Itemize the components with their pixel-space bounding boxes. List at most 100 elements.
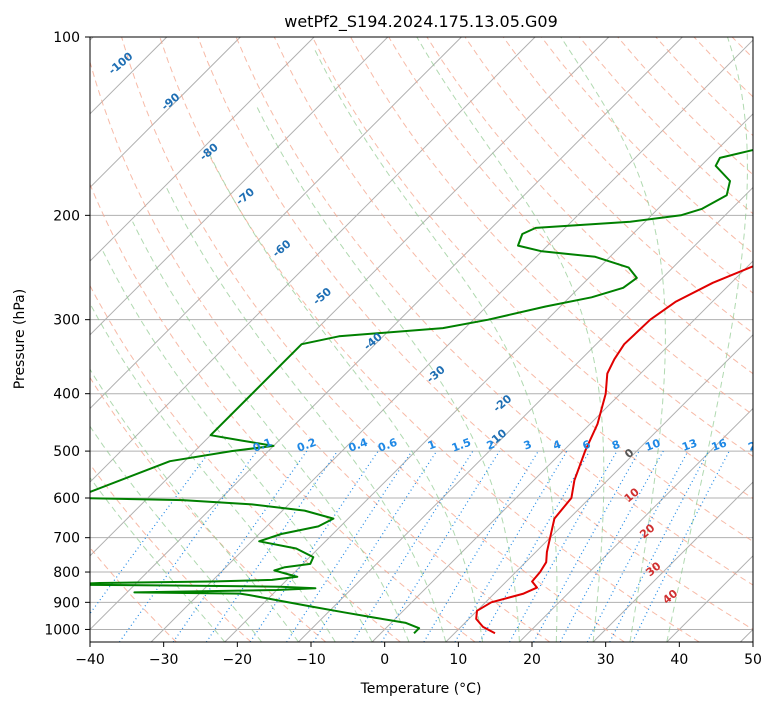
- dry-adiabat: [90, 376, 327, 642]
- mixing-ratio-label: 13: [680, 436, 699, 453]
- mixing-ratio-label: 0.2: [295, 436, 318, 455]
- y-tick-label: 1000: [44, 622, 80, 638]
- x-tick-label: −10: [296, 652, 326, 668]
- dry-adiabat: [273, 37, 753, 543]
- isotherm-label: 10: [622, 485, 642, 505]
- moist-adiabat: [132, 221, 410, 642]
- mixing-ratio-label: 8: [610, 438, 622, 453]
- isotherm-label: 30: [643, 559, 663, 579]
- x-tick-label: 0: [380, 652, 389, 668]
- moist-adiabat: [416, 37, 605, 642]
- isotherm-line: [666, 555, 753, 642]
- y-tick-label: 600: [53, 491, 80, 507]
- isotherm-line: [371, 260, 753, 642]
- moist-adiabat: [90, 476, 226, 642]
- dry-adiabat: [655, 37, 753, 137]
- mixing-ratio-line: [286, 450, 413, 642]
- moist-adiabat: [314, 49, 558, 642]
- moist-adiabat: [560, 37, 666, 642]
- mixing-ratio-line: [172, 450, 308, 642]
- isotherm-line: [90, 37, 462, 410]
- dry-adiabat-label: -60: [270, 237, 294, 260]
- dry-adiabat: [121, 37, 625, 642]
- dewpoint-profile: [90, 148, 753, 635]
- mixing-ratio-line: [509, 450, 618, 642]
- dry-adiabat: [90, 463, 252, 642]
- x-axis: −40 −30 −20 −10 0 10 20 30 40 50: [75, 642, 762, 668]
- x-tick-label: 40: [670, 652, 688, 668]
- dry-adiabat: [770, 37, 775, 642]
- isotherm-line: [90, 37, 389, 336]
- dry-adiabat: [617, 37, 753, 176]
- x-tick-label: 20: [523, 652, 541, 668]
- x-tick-label: −20: [223, 652, 253, 668]
- moist-adiabat: [206, 149, 484, 642]
- dry-adiabat: [693, 37, 753, 98]
- isotherm-line: [519, 407, 753, 642]
- x-tick-label: 30: [597, 652, 615, 668]
- mixing-ratio-label: 1: [426, 438, 438, 453]
- plot-frame: [89, 36, 754, 643]
- moist-adiabat: [166, 187, 447, 642]
- mixing-ratio-line: [205, 450, 338, 642]
- temperature-profile: [475, 265, 753, 635]
- mixing-ratio-line: [423, 450, 539, 642]
- mixing-ratio-label: 4: [551, 438, 563, 453]
- x-tick-label: 10: [449, 652, 467, 668]
- isotherm-line: [90, 37, 315, 262]
- y-tick-label: 500: [53, 444, 80, 460]
- mixing-ratio-label: 6: [581, 438, 593, 453]
- isotherm-line: [224, 113, 753, 642]
- mixing-ratio-label: 0.1: [251, 436, 274, 455]
- dry-adiabat: [197, 37, 753, 630]
- dry-adiabat: [464, 37, 753, 334]
- dry-adiabat-label: -80: [197, 140, 221, 163]
- y-tick-label: 800: [53, 565, 80, 581]
- mixing-ratio-label: 0.6: [376, 436, 399, 455]
- dry-adiabat: [235, 37, 753, 586]
- mixing-ratio-line: [454, 450, 568, 642]
- mixing-ratio-line: [90, 450, 211, 615]
- dry-adiabat: [90, 182, 476, 642]
- mixing-ratio-label: 16: [710, 436, 729, 454]
- y-axis-label: Pressure (hPa): [12, 289, 28, 389]
- y-tick-label: 200: [53, 208, 80, 224]
- isotherm-line: [90, 37, 241, 189]
- dry-adiabat: [90, 60, 551, 642]
- mixing-ratio-label: 20: [746, 436, 765, 454]
- moist-adiabat: [255, 104, 520, 642]
- isotherm-line: [592, 481, 753, 642]
- moist-adiabat: [90, 425, 262, 642]
- x-tick-label: 50: [744, 652, 762, 668]
- mixing-ratio-line: [119, 450, 258, 642]
- isotherm-line: [445, 334, 753, 642]
- isotherm-line: [90, 37, 536, 483]
- mixing-ratio-label: 10: [643, 436, 662, 454]
- dry-adiabat: [388, 37, 753, 416]
- dry-adiabat: [541, 37, 753, 254]
- mixing-ratio-line: [249, 450, 379, 642]
- isotherm-line: [150, 39, 753, 642]
- mixing-ratio-line: [381, 450, 501, 642]
- y-axis: 100 200 300 400 500 600 700 800 900 1000: [44, 30, 90, 638]
- y-tick-label: 700: [53, 531, 80, 547]
- mixing-ratio-line: [586, 450, 689, 642]
- y-tick-label: 300: [53, 313, 80, 329]
- isotherm-line: [90, 37, 610, 557]
- moist-adiabat: [666, 37, 748, 642]
- moist-adiabat: [102, 251, 373, 642]
- x-tick-label: −30: [149, 652, 179, 668]
- dry-adiabat-label: -20: [491, 392, 515, 415]
- mixing-ratio-line: [352, 450, 474, 642]
- y-tick-label: 900: [53, 595, 80, 611]
- x-tick-label: −40: [75, 652, 105, 668]
- dry-adiabat-label: -90: [159, 90, 183, 113]
- mixing-ratio-line: [559, 450, 664, 642]
- dry-adiabat: [311, 37, 753, 500]
- dry-adiabat-label: -30: [424, 363, 448, 386]
- dry-adiabat: [90, 284, 401, 642]
- x-axis-label: Temperature (°C): [360, 681, 482, 697]
- mixing-ratio-line: [533, 450, 640, 642]
- mixing-ratio-label: 1.5: [450, 436, 473, 455]
